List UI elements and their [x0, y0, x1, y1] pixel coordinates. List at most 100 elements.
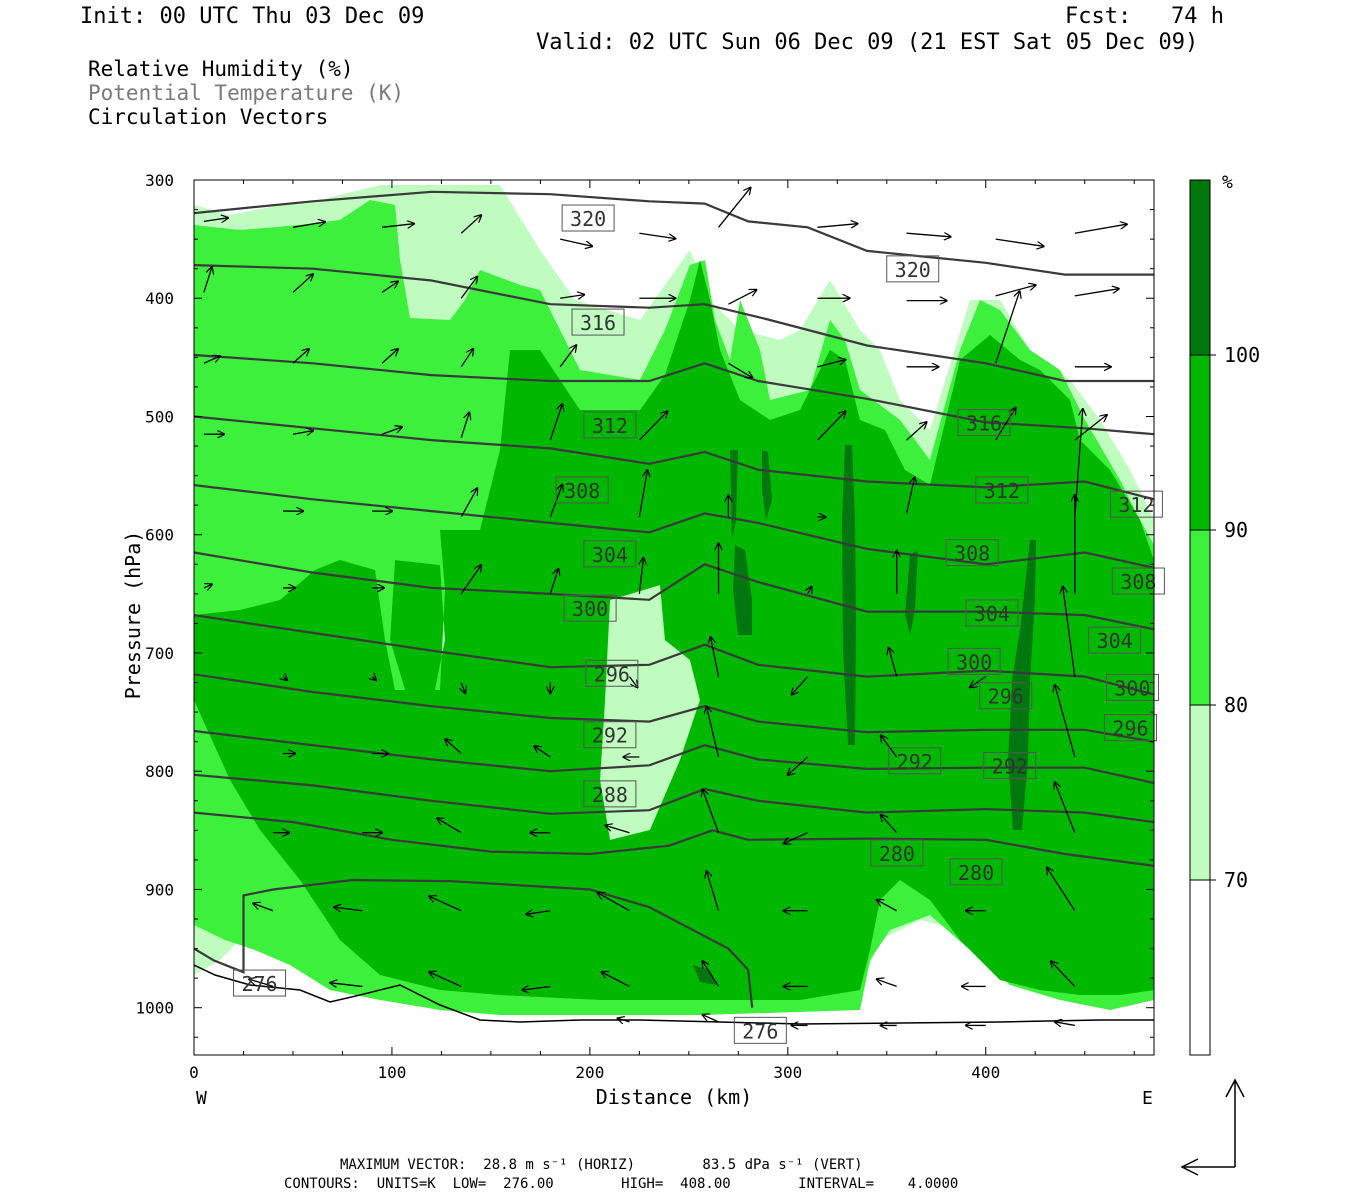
colorbar-label: 80: [1224, 693, 1248, 717]
circulation-vector: [995, 291, 1020, 364]
y-tick-label: 800: [145, 762, 174, 781]
field-theta-label: Potential Temperature (K): [88, 81, 405, 105]
contour-label: 296: [979, 682, 1033, 710]
theta-contour-280: [194, 811, 1154, 867]
circulation-vector: [203, 356, 220, 364]
contour-label-box: [233, 969, 287, 997]
contour-label-box: [886, 255, 940, 283]
rh-100-region-3: [842, 445, 856, 745]
circulation-vector: [1047, 868, 1076, 912]
contour-label: 316: [957, 409, 1011, 437]
circulation-vector: [203, 218, 228, 222]
contour-label-text: 280: [879, 842, 915, 866]
y-tick-label: 1000: [135, 999, 174, 1018]
contour-label-text: 300: [956, 650, 992, 674]
contour-label-text: 292: [897, 750, 933, 774]
contour-label-text: 296: [1112, 717, 1148, 741]
contours-note: CONTOURS: UNITS=K LOW= 276.00 HIGH= 408.…: [284, 1176, 959, 1192]
circulation-vector: [1055, 1022, 1075, 1026]
rh-shading: [194, 180, 1154, 1055]
contour-label-text: 308: [1120, 570, 1156, 594]
circulation-vector: [460, 413, 469, 438]
contour-label-box: [1111, 567, 1165, 595]
circulation-vector: [283, 677, 287, 681]
circulation-vector: [559, 345, 576, 368]
circulation-vector: [522, 986, 551, 990]
contour-label-box: [571, 308, 625, 336]
circulation-vector: [881, 815, 898, 834]
axes: 300 400 500 600 700 800 900 1000 0 100 200 300 400: [135, 171, 1154, 1082]
y-tick-label: 600: [145, 526, 174, 545]
circulation-vector: [429, 972, 462, 988]
contour-label-box: [965, 599, 1019, 627]
circulation-vector: [460, 215, 481, 234]
colorbar-swatch: [1189, 529, 1211, 706]
contour-label-text: 276: [742, 1019, 778, 1043]
circulation-vector: [1051, 961, 1076, 987]
circulation-vectors: [203, 188, 1127, 1026]
circulation-vector: [460, 488, 477, 518]
contour-label: 304: [1088, 626, 1142, 654]
forecast-hour: Fcst: 74 h: [1065, 4, 1224, 29]
contour-label: 312: [975, 476, 1029, 504]
circulation-vector: [1074, 224, 1127, 234]
contour-label-box: [1109, 490, 1163, 518]
circulation-vector: [877, 900, 897, 912]
circulation-vector: [460, 277, 477, 299]
contour-label-box: [979, 682, 1033, 710]
y-tick-label: 300: [145, 171, 174, 190]
circulation-vector: [628, 676, 637, 688]
theta-contour-308: [194, 415, 1154, 501]
circulation-vector: [381, 349, 398, 364]
contour-label-text: 312: [984, 479, 1020, 503]
contour-label-text: 288: [592, 783, 628, 807]
circulation-vector: [1055, 782, 1076, 833]
circulation-vector: [203, 267, 212, 293]
max-vector-note: MAXIMUM VECTOR: 28.8 m s⁻¹ (HORIZ) 83.5 …: [340, 1157, 863, 1173]
circulation-vector: [437, 818, 462, 834]
circulation-vector: [292, 274, 313, 293]
circulation-vector: [1074, 289, 1119, 297]
theta-contour-288: [194, 729, 1154, 785]
contour-label-text: 304: [1097, 629, 1133, 653]
contour-label-box: [1088, 626, 1142, 654]
circulation-vector: [203, 584, 212, 588]
theta-contour-320: [194, 190, 1154, 276]
theta-contour-labels: 320 320 316 316 312 312 312 308 308 308 304 304 304 3…: [233, 204, 1165, 1044]
contour-label-box: [733, 1016, 787, 1044]
contour-label-box: [975, 476, 1029, 504]
theta-contour-300: [194, 551, 1154, 631]
circulation-vector: [788, 756, 809, 775]
y-axis-label: Pressure (hPa): [121, 531, 145, 700]
contour-label-box: [583, 411, 637, 439]
contour-label-box: [561, 204, 615, 232]
contour-label-text: 296: [594, 662, 630, 686]
theta-contour-312: [194, 353, 1154, 436]
contour-label: 308: [555, 476, 609, 504]
contour-label-box: [983, 751, 1037, 779]
contour-label: 308: [1111, 567, 1165, 595]
circulation-vector: [560, 238, 592, 246]
x-tick-label: 300: [773, 1063, 802, 1082]
circulation-vector: [906, 422, 927, 441]
contour-label-box: [1105, 673, 1159, 701]
x-tick-label: 200: [575, 1063, 604, 1082]
contour-label-text: 292: [992, 754, 1028, 778]
contour-label-box: [555, 476, 609, 504]
contour-label-text: 296: [988, 685, 1024, 709]
contour-label: 292: [583, 721, 637, 749]
rh-100-region-2: [733, 545, 752, 635]
circulation-vector: [429, 896, 462, 912]
contour-label: 308: [945, 539, 999, 567]
circulation-vector: [560, 295, 584, 299]
contour-label-text: 316: [580, 311, 616, 335]
y-tick-label: 400: [145, 289, 174, 308]
circulation-vector: [461, 682, 465, 694]
circulation-vector: [718, 188, 751, 228]
circulation-vector: [292, 349, 309, 364]
colorbar-label: 100: [1224, 343, 1260, 367]
circulation-vector: [707, 871, 720, 911]
circulation-vector: [445, 739, 462, 754]
contour-label-text: 316: [966, 412, 1002, 436]
